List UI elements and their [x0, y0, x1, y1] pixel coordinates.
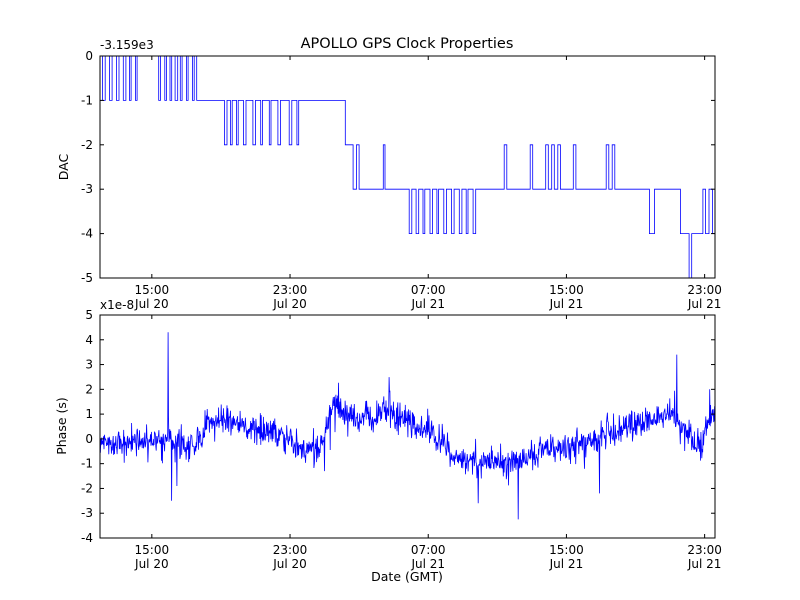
dac-series	[100, 56, 715, 278]
x-tick-time: 15:00	[549, 283, 584, 297]
x-tick-time: 23:00	[687, 283, 722, 297]
dac-line	[100, 56, 715, 278]
x-tick-date: Jul 20	[272, 557, 307, 571]
ticks	[100, 314, 715, 539]
x-tick-time: 15:00	[549, 543, 584, 557]
x-tick-date: Jul 21	[549, 297, 584, 311]
y-tick-label: 2	[85, 382, 93, 396]
x-tick-time: 23:00	[273, 543, 308, 557]
y-tick-label: -1	[81, 457, 93, 471]
x-tick-date: Jul 21	[549, 557, 584, 571]
x-tick-date: Jul 21	[687, 557, 722, 571]
axes-frame	[99, 55, 716, 279]
dac-offset-label: -3.159e3	[100, 38, 154, 52]
x-tick-time: 15:00	[135, 283, 170, 297]
chart-title: APOLLO GPS Clock Properties	[301, 36, 514, 52]
x-tick-date: Jul 21	[687, 297, 722, 311]
phase-ylabel: Phase (s)	[54, 397, 69, 455]
y-tick-label: 0	[85, 432, 93, 446]
y-tick-label: -3	[81, 506, 93, 520]
axes-frame	[99, 314, 716, 539]
ticks	[100, 55, 715, 279]
x-tick-time: 07:00	[411, 283, 446, 297]
y-tick-label: 3	[85, 358, 93, 372]
x-tick-time: 23:00	[687, 543, 722, 557]
phase-line	[100, 332, 715, 520]
y-tick-label: -4	[81, 227, 93, 241]
x-tick-date: Jul 20	[134, 557, 169, 571]
y-tick-label: -1	[81, 93, 93, 107]
x-tick-date: Jul 21	[410, 557, 445, 571]
xlabel: Date (GMT)	[371, 569, 443, 584]
dac-ylabel: DAC	[56, 153, 71, 180]
y-tick-label: -3	[81, 182, 93, 196]
x-tick-date: Jul 20	[272, 297, 307, 311]
x-tick-time: 07:00	[411, 543, 446, 557]
y-tick-label: -4	[81, 531, 93, 545]
x-tick-date: Jul 21	[410, 297, 445, 311]
y-tick-label: -2	[81, 138, 93, 152]
y-tick-label: 1	[85, 407, 93, 421]
y-tick-label: -5	[81, 271, 93, 285]
x-tick-time: 23:00	[273, 283, 308, 297]
x-tick-date: Jul 20	[134, 297, 169, 311]
y-tick-label: 0	[85, 49, 93, 63]
phase-series	[100, 332, 715, 520]
x-tick-time: 15:00	[135, 543, 170, 557]
phase-multiplier-label: x1e-8	[100, 298, 134, 312]
y-tick-label: 5	[85, 308, 93, 322]
y-tick-label: 4	[85, 333, 93, 347]
y-tick-label: -2	[81, 481, 93, 495]
